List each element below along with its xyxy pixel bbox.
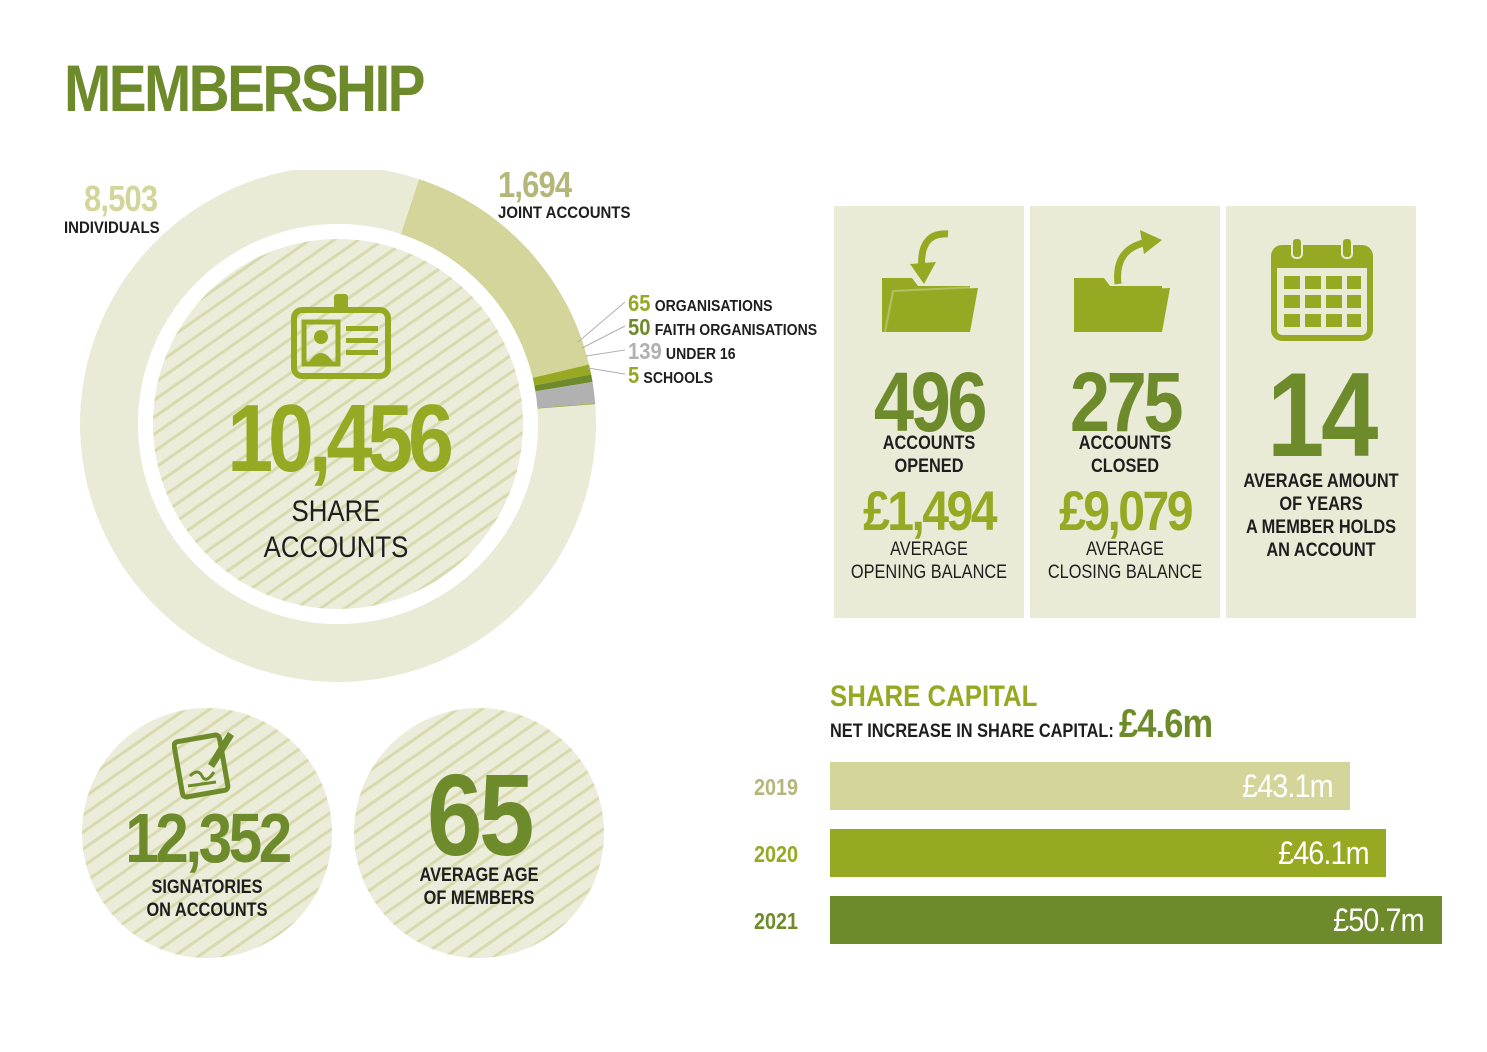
schools-value: 5 [628, 362, 640, 388]
scribble-fill [153, 239, 523, 609]
opening-balance-label-1: AVERAGE [890, 539, 968, 560]
average-age-value: 65 [426, 750, 535, 880]
share-accounts-total: 10,456 [227, 385, 454, 492]
bar-year-label: 2021 [754, 908, 799, 934]
under-16-legend: 139 UNDER 16 [628, 338, 736, 365]
bar-value-label: £50.7m [1333, 902, 1425, 938]
average-years-label-3: A MEMBER HOLDS [1245, 517, 1397, 538]
faith-organisations-value: 50 [628, 314, 651, 340]
bar-value-label: £43.1m [1241, 768, 1334, 804]
accounts-opened-panel: 496 ACCOUNTS OPENED £1,494 AVERAGE OPENI… [834, 206, 1024, 618]
opening-balance-value: £1,494 [863, 479, 997, 542]
calendar-icon [1271, 237, 1373, 341]
share-capital-subtitle: NET INCREASE IN SHARE CAPITAL: [830, 721, 1114, 742]
accounts-opened-value: 496 [873, 355, 988, 449]
bar-year-label: 2019 [754, 774, 799, 800]
faith-organisations-label: FAITH ORGANISATIONS [654, 322, 818, 339]
closing-balance-label-2: CLOSING BALANCE [1047, 562, 1203, 583]
accounts-closed-panel: 275 ACCOUNTS CLOSED £9,079 AVERAGE CLOSI… [1030, 206, 1220, 618]
share-capital-title: SHARE CAPITAL [830, 680, 1038, 713]
closing-balance-label-1: AVERAGE [1086, 539, 1164, 560]
share-capital-increase: £4.6m [1119, 702, 1213, 746]
faith-organisations-legend: 50 FAITH ORGANISATIONS [628, 314, 817, 341]
average-years-label-4: AN ACCOUNT [1266, 540, 1376, 561]
under-16-value: 139 [628, 338, 662, 364]
bar-value-label: £46.1m [1277, 835, 1370, 871]
individuals-value: 8,503 [84, 178, 158, 219]
organisations-value: 65 [628, 290, 651, 316]
opening-balance-label-2: OPENING BALANCE [850, 562, 1008, 583]
donut-segment-joint-accounts [400, 179, 590, 378]
schools-legend: 5 SCHOOLS [628, 362, 713, 389]
donut-segment-schools [537, 403, 596, 409]
average-years-label-1: AVERAGE AMOUNT [1243, 471, 1399, 492]
average-age-circle [354, 708, 604, 958]
share-accounts-label-1: SHARE [291, 495, 381, 528]
donut-segment-under-16 [535, 381, 596, 408]
individuals-label: INDIVIDUALS [64, 218, 160, 237]
folder-in-icon [882, 230, 978, 332]
bar-2021: £50.7m [830, 896, 1442, 944]
signatories-label-2: ON ACCOUNTS [146, 900, 268, 921]
bar-2020: £46.1m [830, 829, 1387, 877]
signatories-label-1: SIGNATORIES [151, 877, 263, 898]
bar-year-label: 2020 [754, 841, 799, 867]
accounts-closed-label: ACCOUNTS CLOSED [1078, 433, 1172, 477]
schools-label: SCHOOLS [643, 370, 714, 387]
under-16-label: UNDER 16 [665, 346, 736, 363]
signed-document-icon [172, 732, 234, 800]
closing-balance-value: £9,079 [1059, 479, 1193, 542]
joint-accounts-label: JOINT ACCOUNTS [498, 203, 631, 222]
signatories-circle [82, 708, 332, 958]
id-badge-icon [291, 294, 391, 379]
page-title: MEMBERSHIP [64, 51, 426, 125]
folder-out-icon [1074, 230, 1170, 332]
joint-accounts-value: 1,694 [498, 164, 572, 205]
accounts-closed-value: 275 [1069, 355, 1184, 449]
signatories-value: 12,352 [125, 799, 292, 877]
share-accounts-donut [80, 170, 596, 682]
share-accounts-label-2: ACCOUNTS [263, 531, 409, 564]
bar-2019: £43.1m [830, 762, 1351, 810]
average-age-label-1: AVERAGE AGE [419, 865, 539, 886]
accounts-opened-label: ACCOUNTS OPENED [882, 433, 976, 477]
share-capital-bar-chart: 2019 £43.1m 2020 £46.1m 2021 £50.7m [750, 760, 1450, 960]
donut-segment-faith-organisations [534, 374, 593, 392]
leader-lines [577, 301, 626, 375]
average-years-panel: 14 AVERAGE AMOUNT OF YEARS A MEMBER HOLD… [1226, 206, 1416, 618]
donut-segment-organisations [532, 364, 592, 386]
average-years-label-2: OF YEARS [1279, 494, 1363, 515]
average-years-value: 14 [1267, 348, 1378, 482]
average-age-label-2: OF MEMBERS [423, 888, 535, 909]
organisations-label: ORGANISATIONS [654, 298, 773, 315]
share-capital-subtitle-row: NET INCREASE IN SHARE CAPITAL: £4.6m [830, 702, 1213, 747]
organisations-legend: 65 ORGANISATIONS [628, 290, 773, 317]
